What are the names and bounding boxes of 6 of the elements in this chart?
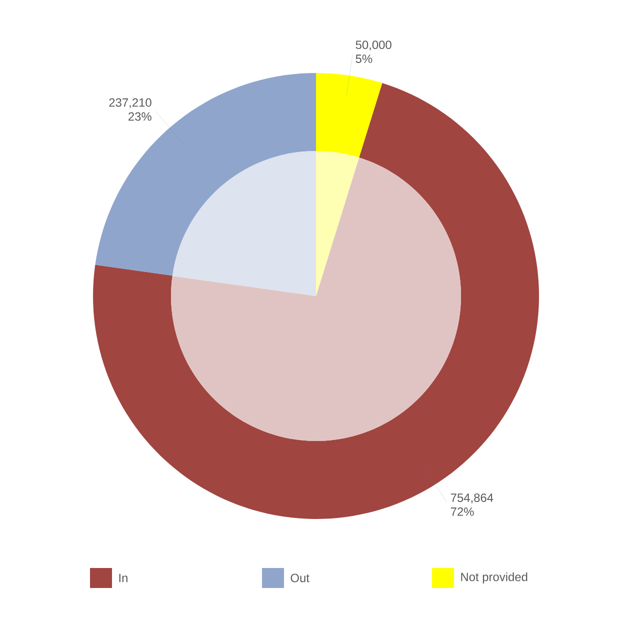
legend-label: Out xyxy=(290,574,310,582)
data-label: 50,000 5% xyxy=(356,40,392,64)
data-label: 754,864 72% xyxy=(450,493,494,516)
data-label: 237,210 23% xyxy=(109,98,152,121)
legend-label: Not provided xyxy=(461,572,528,584)
legend-label: In xyxy=(119,574,128,582)
